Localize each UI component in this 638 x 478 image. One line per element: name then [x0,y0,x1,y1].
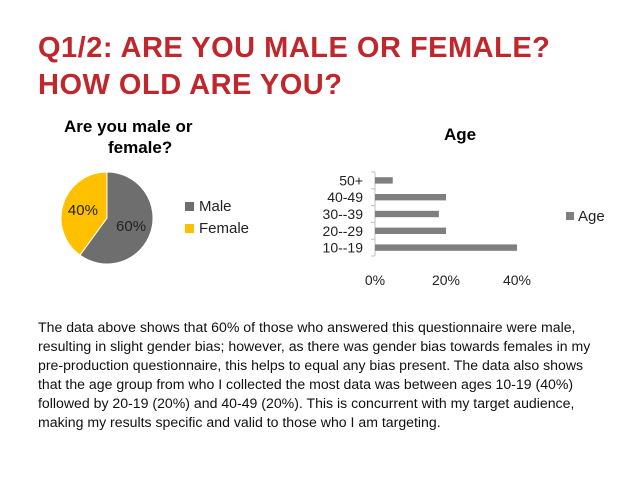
bar-30--39 [375,210,439,218]
pie-slice-female [60,171,108,256]
legend-label-age: Age [578,208,605,225]
pie-title-line-1: Are you male or [64,117,193,136]
body-paragraph: The data above shows that 60% of those w… [38,319,591,430]
legend-swatch-female [185,224,194,233]
pie-slice-male [79,171,154,265]
y-tick-label: 10--19 [323,240,364,256]
legend-swatch-age [566,212,574,220]
bar-10--19 [375,244,517,251]
x-tick-label: 40% [503,272,531,288]
bar-chart-title: Age [444,125,476,144]
pie-label-male: 60% [116,218,146,235]
pie-label-female: 40% [68,202,98,219]
y-tick-label: 20--29 [323,223,364,239]
legend-swatch-male [185,202,194,211]
legend-label-male: Male [199,198,232,215]
y-tick-label: 50+ [339,172,363,188]
y-tick-label: 40-49 [327,189,363,205]
bar-50+ [375,177,393,184]
bar-20--29 [375,227,446,234]
legend-label-female: Female [199,220,249,237]
y-tick-label: 30--39 [323,206,364,222]
slide-title: Q1/2: ARE YOU MALE OR FEMALE? HOW OLD AR… [38,32,551,101]
x-tick-label: 0% [365,272,385,288]
pie-title-line-2: female? [108,138,173,157]
pie-chart-title: Are you male or female? [64,116,234,158]
x-tick-label: 20% [432,272,460,288]
bar-40-49 [375,194,446,201]
